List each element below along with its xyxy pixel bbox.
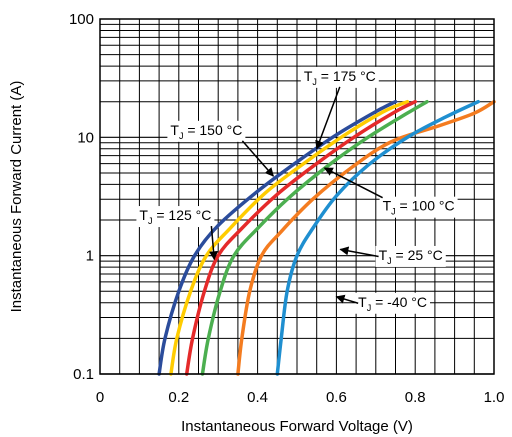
annotation-background [379,196,458,218]
x-tick-label: 0 [96,389,104,406]
series-label-value: = 25 °C [392,247,443,263]
annotations: TJ = 175 °CTJ = 150 °CTJ = 125 °CTJ = 10… [136,66,458,314]
series-label-subscript: J [312,77,317,87]
series-line-3 [200,99,429,376]
x-tick-label: 1.0 [484,389,505,406]
series-label-value: = 175 °C [317,68,376,84]
series-label-subscript: J [179,131,184,141]
series-label-main: T [358,294,367,310]
series-label-main: T [379,247,388,263]
x-tick-label: 0.4 [247,389,268,406]
y-axis-title: Instantaneous Forward Current (A) [8,81,25,313]
series-label: TJ = 100 °C [383,198,455,217]
annotation-arrow [323,167,383,199]
y-tick-label: 1 [86,248,94,265]
annotation-arrow [335,294,359,304]
annotation-2: TJ = 125 °C [136,206,219,261]
series-label-subscript: J [148,216,153,226]
annotation-background [300,66,379,88]
series-label-main: T [304,68,313,84]
annotation-background [136,206,215,228]
series-label: TJ = 150 °C [170,122,242,141]
series-label-subscript: J [367,303,372,313]
x-axis-title: Instantaneous Forward Voltage (V) [181,418,413,435]
series-lines [157,99,496,376]
y-tick-label: 10 [77,129,94,146]
annotation-0: TJ = 175 °C [300,66,379,150]
series-line-5 [275,99,480,376]
annotation-5: TJ = -40 °C [335,292,431,314]
annotation-3: TJ = 100 °C [323,167,458,218]
annotation-arrow [315,86,341,150]
series-label: TJ = 125 °C [139,207,211,226]
series-label-value: = 100 °C [396,198,455,214]
series-label-value: = 125 °C [152,207,211,223]
annotation-4: TJ = 25 °C [339,245,446,267]
series-label: TJ = 25 °C [379,247,443,266]
series-line-4 [236,99,496,376]
x-tick-label: 0.8 [405,389,426,406]
annotation-arrow [241,140,274,177]
series-label: TJ = 175 °C [304,68,376,87]
series-label-main: T [383,198,392,214]
series-line-1 [169,99,410,376]
series-label-main: T [139,207,148,223]
plot-frame [99,18,495,375]
y-tick-label: 100 [69,11,94,28]
annotation-1: TJ = 150 °C [167,120,274,177]
annotation-arrow [209,225,219,261]
series-label-value: = 150 °C [183,122,242,138]
annotation-arrow [339,246,379,258]
x-tick-label: 0.6 [326,389,347,406]
annotation-background [375,245,446,267]
series-label: TJ = -40 °C [358,294,427,313]
series-label-value: = -40 °C [371,294,427,310]
series-label-subscript: J [387,256,392,266]
annotation-background [167,120,246,142]
series-label-subscript: J [391,207,396,217]
tick-labels: 0 0.2 0.4 0.6 0.8 1.0 0.1 1 10 100 [69,11,504,406]
x-tick-label: 0.2 [168,389,189,406]
series-line-2 [184,99,417,376]
series-label-main: T [170,122,179,138]
y-tick-label: 0.1 [73,366,94,383]
annotation-background [355,292,431,314]
series-line-0 [157,99,398,376]
grid [100,19,494,375]
